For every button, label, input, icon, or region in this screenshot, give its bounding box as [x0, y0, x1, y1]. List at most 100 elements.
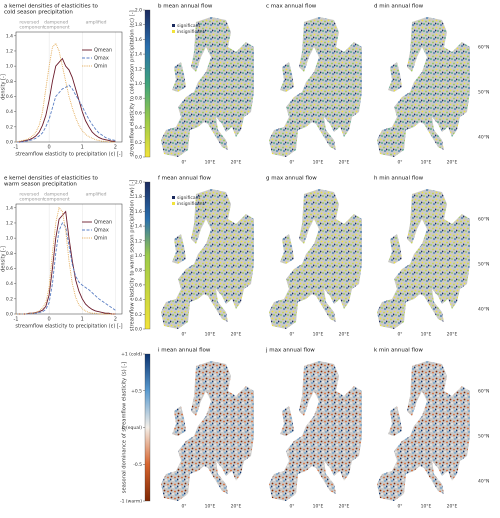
x-tick-label: -1: [14, 145, 19, 151]
panel-title: b mean annual flow: [158, 4, 213, 10]
lon-label: 10°E: [421, 332, 432, 338]
panel-title: h min annual flow: [374, 176, 424, 182]
colorbar-label: streamflow elasticity to cold season pre…: [130, 10, 136, 156]
lat-label: 50°N: [478, 262, 489, 268]
panel-title: e kernel densities of elasticities to: [4, 176, 99, 182]
lat-label: 40°N: [478, 135, 489, 141]
panel-title: cold season precipitation: [4, 10, 73, 16]
legend-swatch: [172, 202, 175, 205]
lon-label: 10°E: [421, 504, 432, 510]
colorbar-tick-label: 1.8: [135, 194, 142, 200]
annotation: dampened: [44, 20, 68, 26]
colorbar-tick-label: -1 (warm): [120, 499, 142, 505]
lat-label: 60°N: [478, 389, 489, 395]
colorbar-tick-label: 2.0: [135, 180, 142, 186]
lon-label: 0°: [289, 160, 294, 166]
lon-label: 0°: [397, 332, 402, 338]
colorbar: [144, 9, 151, 158]
legend-label: significant: [177, 195, 200, 201]
colorbar: [144, 181, 151, 330]
plot-frame: [15, 203, 123, 315]
panel-title: warm season precipitation: [4, 182, 77, 188]
plot-frame: [15, 31, 123, 143]
legend-swatch: [172, 24, 175, 27]
x-axis-label: streamflow elasticity to precipitation (…: [15, 324, 122, 330]
lat-label: 60°N: [478, 217, 489, 223]
lon-label: 10°E: [205, 160, 216, 166]
panel-title: c max annual flow: [266, 4, 317, 10]
y-tick-label: 0.4: [6, 109, 13, 115]
x-tick-label: 1: [81, 145, 84, 151]
legend-label: Qmin: [94, 64, 107, 70]
annotation: component: [44, 25, 70, 31]
x-tick-label: 2: [114, 317, 117, 323]
lat-label: 60°N: [478, 45, 489, 51]
colorbar-tick-label: 1.6: [135, 209, 142, 215]
lon-label: 20°E: [339, 160, 350, 166]
lon-label: 0°: [181, 504, 186, 510]
colorbar-tick-label: 1.2: [135, 66, 142, 72]
colorbar-tick-label: 1.0: [135, 253, 142, 259]
lon-label: 10°E: [205, 504, 216, 510]
colorbar-tick-label: +1 (cold): [121, 352, 142, 358]
lat-label: 50°N: [478, 90, 489, 96]
y-tick-label: 0.0: [6, 140, 13, 146]
panel-title: d min annual flow: [374, 4, 424, 10]
lon-label: 20°E: [339, 504, 350, 510]
y-tick-label: 0.8: [6, 79, 13, 85]
annotation: amplified: [86, 192, 107, 198]
y-tick-label: 0.6: [6, 266, 13, 272]
lon-label: 10°E: [205, 332, 216, 338]
colorbar-tick-label: 1.6: [135, 37, 142, 43]
legend-label: Qmax: [94, 228, 109, 234]
panel-title: a kernel densities of elasticities to: [4, 4, 99, 10]
colorbar-tick-label: 1.0: [135, 81, 142, 87]
y-tick-label: 0.2: [6, 124, 13, 130]
annotation: component: [19, 197, 45, 203]
x-tick-label: 0: [48, 145, 51, 151]
colorbar-tick-label: 1.4: [135, 224, 142, 230]
density-line: [16, 57, 116, 143]
lon-label: 20°E: [339, 332, 350, 338]
y-tick-label: 1.4: [6, 33, 13, 39]
lon-label: 0°: [289, 332, 294, 338]
colorbar-tick-label: 0.4: [135, 125, 142, 131]
panel-title: f mean annual flow: [158, 176, 211, 182]
lat-label: 40°N: [478, 307, 489, 313]
annotation: component: [44, 197, 70, 203]
x-tick-label: 0: [48, 317, 51, 323]
lon-label: 0°: [397, 160, 402, 166]
colorbar-label: seasonal dominance of streamflow elastic…: [122, 362, 128, 493]
lon-label: 0°: [289, 504, 294, 510]
panel-title: i mean annual flow: [158, 348, 211, 354]
panel-title: j max annual flow: [265, 348, 315, 354]
colorbar-tick-label: 0.6: [135, 282, 142, 288]
lon-label: 20°E: [231, 160, 242, 166]
colorbar-tick-label: 1.2: [135, 238, 142, 244]
colorbar-tick-label: 0.8: [135, 96, 142, 102]
colorbar-tick-label: 0.0: [135, 155, 142, 161]
x-tick-label: -1: [14, 317, 19, 323]
colorbar-tick-label: 0.6: [135, 110, 142, 116]
y-tick-label: 1.4: [6, 205, 13, 211]
colorbar-tick-label: 1.4: [135, 52, 142, 58]
lon-label: 20°E: [447, 332, 458, 338]
y-tick-label: 0.8: [6, 251, 13, 257]
colorbar-label: streamflow elasticity to warm season pre…: [130, 180, 136, 331]
legend-label: Qmean: [94, 220, 112, 226]
colorbar-tick-label: 0.4: [135, 297, 142, 303]
lon-label: 20°E: [447, 504, 458, 510]
y-tick-label: 0.6: [6, 94, 13, 100]
y-axis-label: density [-]: [1, 74, 7, 100]
lon-label: 10°E: [313, 332, 324, 338]
legend-label: Qmean: [94, 48, 112, 54]
lon-label: 0°: [181, 332, 186, 338]
lon-label: 0°: [181, 160, 186, 166]
colorbar-tick-label: 0.2: [135, 312, 142, 318]
colorbar-tick-label: -0.5: [133, 462, 142, 468]
lon-label: 20°E: [447, 160, 458, 166]
y-tick-label: 1.0: [6, 64, 13, 70]
panel-title: k min annual flow: [374, 348, 423, 354]
lon-label: 10°E: [421, 160, 432, 166]
